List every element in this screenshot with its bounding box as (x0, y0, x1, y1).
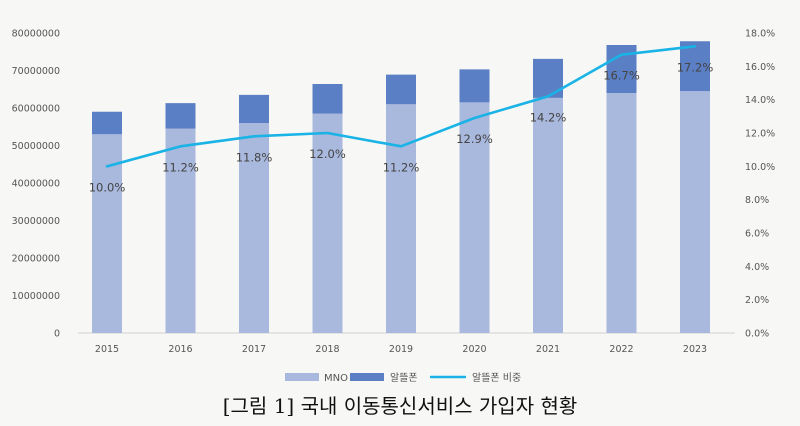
legend-swatch-mvno (350, 373, 384, 381)
data-label-share: 12.9% (456, 132, 493, 146)
bar-mvno (312, 84, 343, 114)
bar-mno (165, 128, 196, 333)
y-right-tick-label: 10.0% (745, 162, 775, 173)
data-label-share: 12.0% (309, 147, 346, 161)
y-left-tick-label: 30000000 (12, 216, 60, 227)
data-label-share: 10.0% (89, 180, 126, 194)
line-mvno-share (105, 45, 697, 168)
legend-swatch-mno (285, 373, 319, 381)
y-right-tick-label: 2.0% (745, 295, 769, 306)
bar-mno (606, 93, 637, 333)
bar-mvno (533, 58, 563, 98)
legend-label-mno: MNO (324, 373, 348, 384)
bar-mno (459, 102, 490, 333)
legend-label-share: 알뜰폰 비중 (472, 372, 521, 384)
y-left-tick-label: 50000000 (12, 141, 60, 152)
y-left-tick-label: 0 (54, 329, 60, 340)
x-tick-label: 2022 (609, 344, 633, 355)
legend-label-mvno: 알뜰폰 (390, 372, 418, 384)
x-tick-label: 2019 (389, 344, 413, 355)
figure-caption: [그림 1] 국내 이동통신서비스 가입자 현황 (223, 394, 578, 418)
x-tick-label: 2021 (536, 344, 560, 355)
bar-mvno (165, 103, 196, 129)
bar-mno (312, 113, 343, 333)
data-label-share: 11.2% (162, 160, 199, 174)
bar-mno (680, 91, 710, 333)
data-label-share: 11.2% (383, 160, 420, 174)
bar-mvno (386, 74, 416, 105)
y-left-tick-label: 10000000 (12, 291, 60, 302)
data-label-share: 14.2% (530, 110, 567, 124)
y-left-tick-label: 80000000 (12, 29, 60, 40)
data-label-share: 11.8% (236, 150, 273, 164)
bar-mvno (680, 41, 710, 92)
data-label-share: 16.7% (603, 69, 640, 83)
y-right-tick-label: 8.0% (745, 195, 769, 206)
data-label-share: 17.2% (677, 60, 714, 74)
bar-mvno (459, 69, 490, 103)
bar-mvno (92, 111, 122, 135)
y-right-tick-label: 6.0% (745, 229, 769, 240)
x-tick-label: 2020 (462, 344, 486, 355)
bar-mno (386, 104, 416, 333)
y-right-tick-label: 4.0% (745, 262, 769, 273)
bar-mno (239, 123, 269, 333)
y-left-tick-label: 70000000 (12, 66, 60, 77)
y-right-tick-label: 12.0% (745, 129, 775, 140)
bar-mno (533, 97, 563, 333)
y-left-tick-label: 20000000 (12, 254, 60, 265)
y-left-tick-label: 60000000 (12, 104, 60, 115)
x-tick-label: 2023 (683, 344, 707, 355)
bar-mvno (239, 94, 269, 123)
y-right-tick-label: 14.0% (745, 95, 775, 106)
y-right-tick-label: 0.0% (745, 329, 769, 340)
x-tick-label: 2016 (168, 344, 192, 355)
y-right-tick-label: 16.0% (745, 62, 775, 73)
y-left-tick-label: 40000000 (12, 179, 60, 190)
y-right-tick-label: 18.0% (745, 29, 775, 40)
x-tick-label: 2015 (95, 344, 119, 355)
x-tick-label: 2018 (315, 344, 339, 355)
x-tick-label: 2017 (242, 344, 266, 355)
